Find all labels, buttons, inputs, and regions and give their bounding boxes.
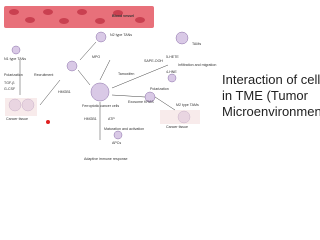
arrows xyxy=(19,41,176,140)
label: SAPE-OOH xyxy=(144,59,163,63)
label: APCs xyxy=(112,141,121,145)
label: HMGB1 xyxy=(58,90,71,94)
label: MPO xyxy=(92,55,100,59)
label: N2 type TANs xyxy=(110,33,132,37)
label: Cancer tissue xyxy=(166,125,188,129)
blood-cells xyxy=(9,9,145,24)
label: Maturation and activation xyxy=(104,127,144,131)
label: Ferroptotic cancer cells xyxy=(82,104,119,108)
title-line: Microenvironment xyxy=(222,104,320,119)
label: Polarization xyxy=(4,73,23,77)
label: Infiltration and migration xyxy=(178,63,216,67)
title-line: in TME (Tumor xyxy=(222,88,309,103)
cancer-tissue xyxy=(160,110,200,124)
label: N1 type TANs xyxy=(4,57,26,61)
label: Recruitment xyxy=(34,73,53,77)
background xyxy=(0,0,320,180)
label: Adaptive immune response xyxy=(84,157,128,161)
label: G-CSF xyxy=(4,87,16,91)
cancer-tissue xyxy=(5,98,37,116)
slide: Blood vessel N2 type TANs N1 type TANs P… xyxy=(0,0,320,180)
label: HMGB1 xyxy=(84,117,97,121)
marker xyxy=(46,120,50,124)
label: TAMs xyxy=(192,42,201,46)
title-line: Interaction of cells xyxy=(222,72,320,87)
label: Polarization xyxy=(150,87,169,91)
label: Exosome KRAS xyxy=(128,100,154,104)
label: Blood vessel xyxy=(112,14,134,18)
label: Tamoxifen xyxy=(118,72,134,76)
label: Cancer tissue xyxy=(6,117,28,121)
label: M2 type TAMs xyxy=(176,103,199,107)
label: 4-HNE xyxy=(166,70,177,74)
label: 5-HETE xyxy=(166,55,179,59)
label: ATP xyxy=(108,117,115,121)
label: TGF-β xyxy=(4,81,14,85)
